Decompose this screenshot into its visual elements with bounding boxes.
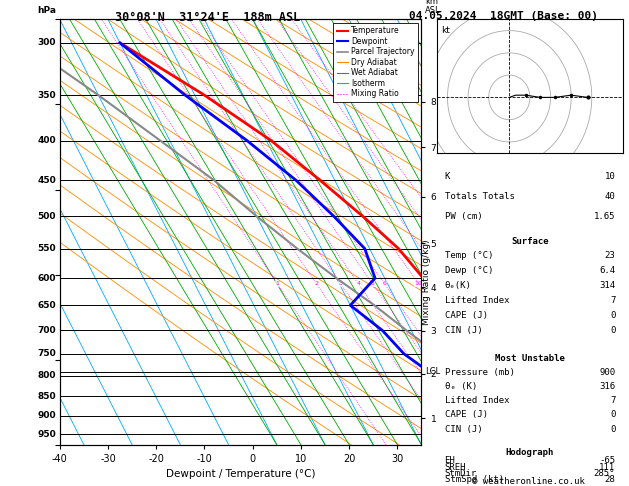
Text: θₑ (K): θₑ (K)	[445, 382, 477, 391]
Text: PW (cm): PW (cm)	[445, 211, 482, 221]
Text: Temp (°C): Temp (°C)	[445, 251, 493, 260]
Text: CAPE (J): CAPE (J)	[445, 311, 487, 320]
Text: 300: 300	[38, 38, 56, 47]
Text: 700: 700	[38, 326, 56, 335]
Text: 0: 0	[610, 411, 615, 419]
Text: Lifted Index: Lifted Index	[445, 397, 509, 405]
Text: © weatheronline.co.uk: © weatheronline.co.uk	[472, 476, 585, 486]
Text: Totals Totals: Totals Totals	[445, 192, 515, 201]
Text: Most Unstable: Most Unstable	[495, 354, 565, 363]
Text: 0: 0	[610, 326, 615, 335]
Text: Pressure (mb): Pressure (mb)	[445, 368, 515, 378]
Text: 650: 650	[38, 301, 56, 310]
Text: Surface: Surface	[511, 237, 548, 245]
Text: 800: 800	[38, 371, 56, 381]
Text: -65: -65	[599, 456, 615, 465]
Text: 6.4: 6.4	[599, 266, 615, 275]
Text: 285°: 285°	[594, 469, 615, 478]
Text: kt: kt	[441, 26, 450, 35]
Text: 7: 7	[610, 397, 615, 405]
Text: 28: 28	[604, 475, 615, 485]
Text: Lifted Index: Lifted Index	[445, 296, 509, 305]
Text: 111: 111	[599, 463, 615, 471]
Text: 350: 350	[38, 91, 56, 100]
Text: 316: 316	[599, 382, 615, 391]
Text: 10: 10	[604, 172, 615, 181]
Text: 550: 550	[38, 244, 56, 253]
Text: 4: 4	[357, 281, 360, 286]
Text: 314: 314	[599, 281, 615, 290]
Text: 10: 10	[415, 281, 423, 286]
Text: 600: 600	[38, 274, 56, 283]
Text: CIN (J): CIN (J)	[445, 425, 482, 434]
Text: 1: 1	[276, 281, 279, 286]
Text: 3: 3	[338, 281, 343, 286]
Text: 40: 40	[604, 192, 615, 201]
Text: 850: 850	[38, 392, 56, 401]
Text: LCL: LCL	[425, 367, 440, 376]
Text: 23: 23	[604, 251, 615, 260]
Text: 0: 0	[610, 425, 615, 434]
Text: km
ASL: km ASL	[425, 0, 441, 15]
Text: StmDir: StmDir	[445, 469, 477, 478]
Text: 04.05.2024  18GMT (Base: 00): 04.05.2024 18GMT (Base: 00)	[409, 11, 598, 21]
Text: 30°08'N  31°24'E  188m ASL: 30°08'N 31°24'E 188m ASL	[115, 11, 300, 24]
Text: 6: 6	[382, 281, 386, 286]
Text: CIN (J): CIN (J)	[445, 326, 482, 335]
Text: 450: 450	[37, 176, 56, 185]
Text: StmSpd (kt): StmSpd (kt)	[445, 475, 504, 485]
Text: 0: 0	[610, 311, 615, 320]
Text: θₑ(K): θₑ(K)	[445, 281, 472, 290]
Text: Hodograph: Hodograph	[506, 448, 554, 457]
Text: 400: 400	[38, 136, 56, 145]
Text: 1.65: 1.65	[594, 211, 615, 221]
Text: K: K	[445, 172, 450, 181]
Text: 900: 900	[38, 411, 56, 420]
Text: 5: 5	[370, 281, 374, 286]
Text: 950: 950	[37, 430, 56, 439]
X-axis label: Dewpoint / Temperature (°C): Dewpoint / Temperature (°C)	[166, 469, 315, 479]
Text: hPa: hPa	[37, 6, 56, 15]
Text: 2: 2	[314, 281, 318, 286]
Legend: Temperature, Dewpoint, Parcel Trajectory, Dry Adiabat, Wet Adiabat, Isotherm, Mi: Temperature, Dewpoint, Parcel Trajectory…	[333, 23, 418, 102]
Text: Dewp (°C): Dewp (°C)	[445, 266, 493, 275]
Text: Mixing Ratio (g/kg): Mixing Ratio (g/kg)	[422, 239, 431, 325]
Text: 7: 7	[610, 296, 615, 305]
Text: 900: 900	[599, 368, 615, 378]
Text: EH: EH	[445, 456, 455, 465]
Text: SREH: SREH	[445, 463, 466, 471]
Text: CAPE (J): CAPE (J)	[445, 411, 487, 419]
Text: 750: 750	[37, 349, 56, 358]
Text: 500: 500	[38, 212, 56, 221]
